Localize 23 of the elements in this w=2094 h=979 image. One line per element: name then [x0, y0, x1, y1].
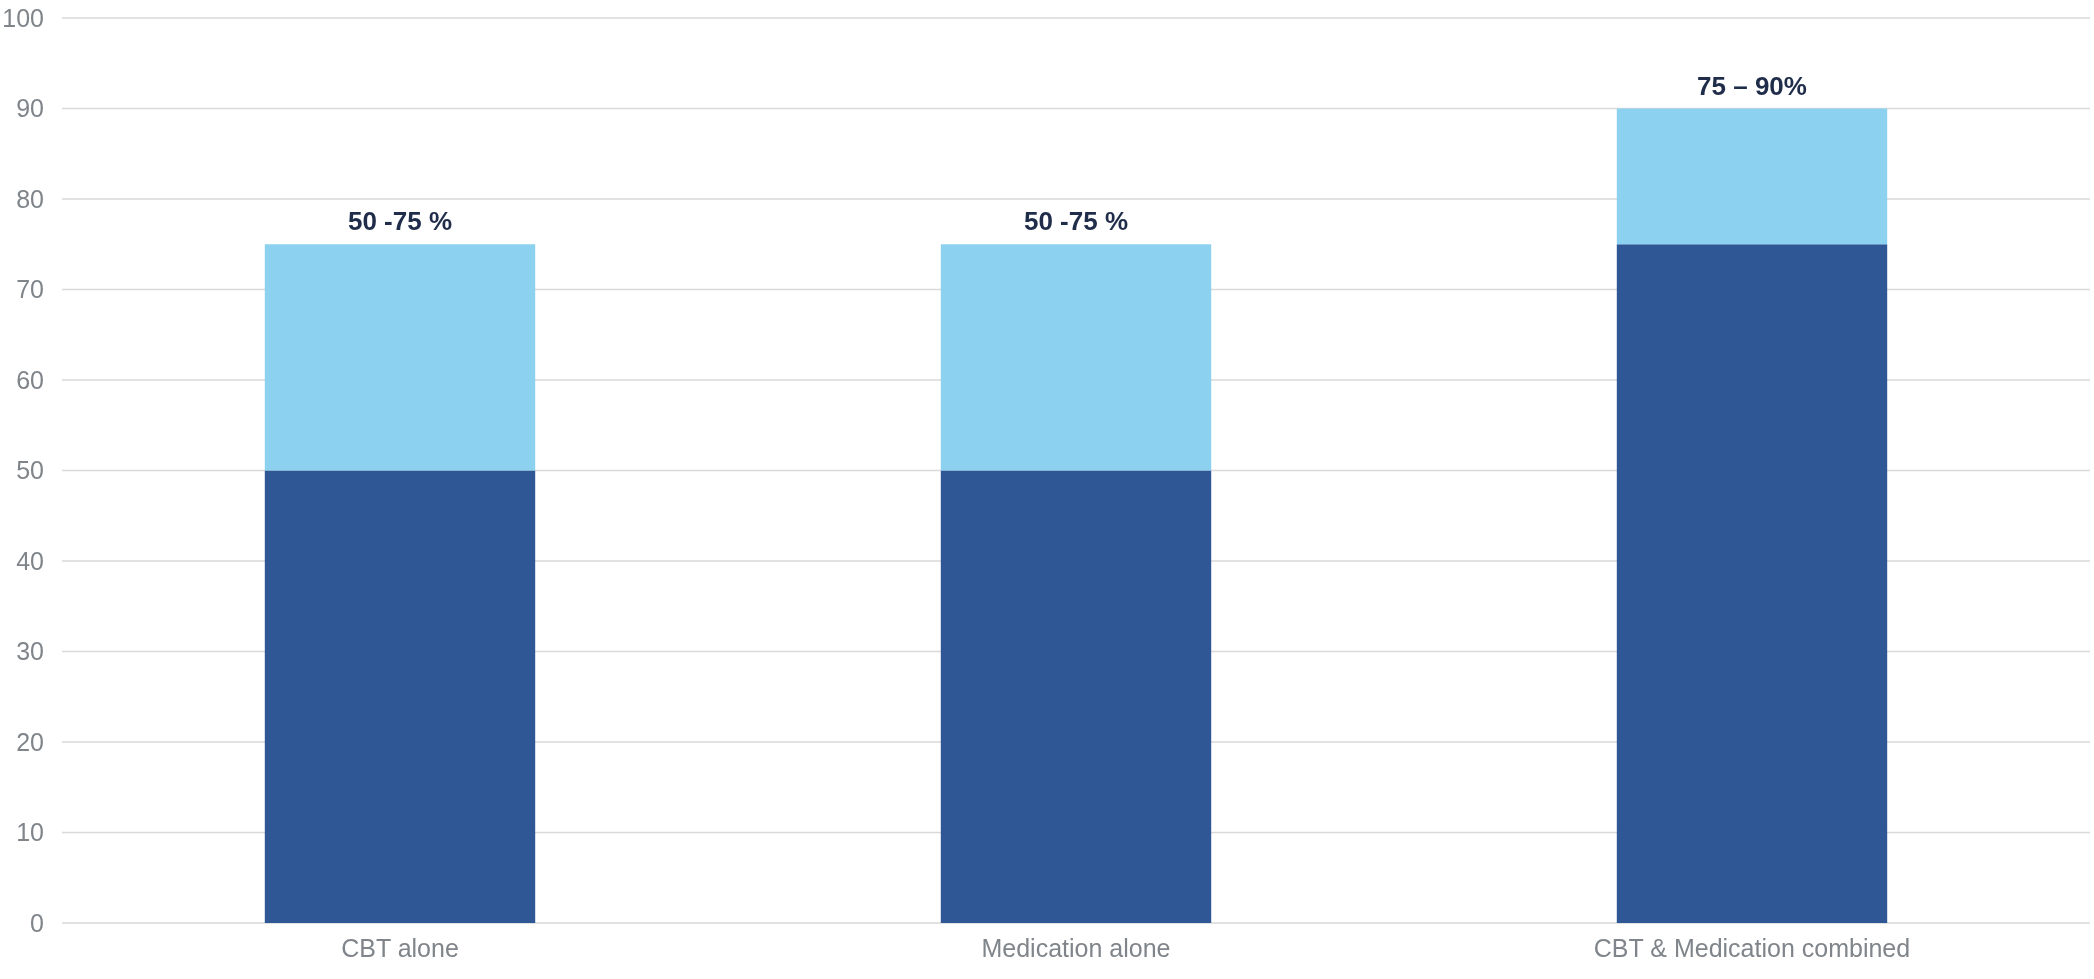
- y-tick-label: 50: [16, 456, 44, 485]
- y-tick-label: 80: [16, 184, 44, 213]
- total-label: 50 -75 %: [1023, 206, 1129, 237]
- bar: [940, 470, 1212, 923]
- y-tick-label: 70: [16, 275, 44, 304]
- y-tick-label: 0: [30, 908, 44, 937]
- bar: [1616, 244, 1888, 923]
- y-tick-label: 10: [16, 818, 44, 847]
- bar: [1616, 108, 1888, 245]
- y-tick-label: 40: [16, 546, 44, 575]
- x-tick-label: CBT & Medication combined: [1593, 934, 1911, 962]
- bar: [264, 244, 536, 471]
- bar: [940, 244, 1212, 471]
- bar: [264, 470, 536, 923]
- total-label: 75 – 90%: [1697, 70, 1807, 101]
- y-tick-label: 100: [2, 3, 44, 32]
- x-tick-label: Medication alone: [981, 934, 1171, 962]
- y-tick-label: 30: [16, 637, 44, 666]
- y-tick-label: 60: [16, 365, 44, 394]
- y-tick-label: 90: [16, 94, 44, 123]
- y-tick-label: 20: [16, 727, 44, 756]
- total-label: 50 -75 %: [347, 206, 453, 237]
- x-tick-label: CBT alone: [341, 934, 459, 962]
